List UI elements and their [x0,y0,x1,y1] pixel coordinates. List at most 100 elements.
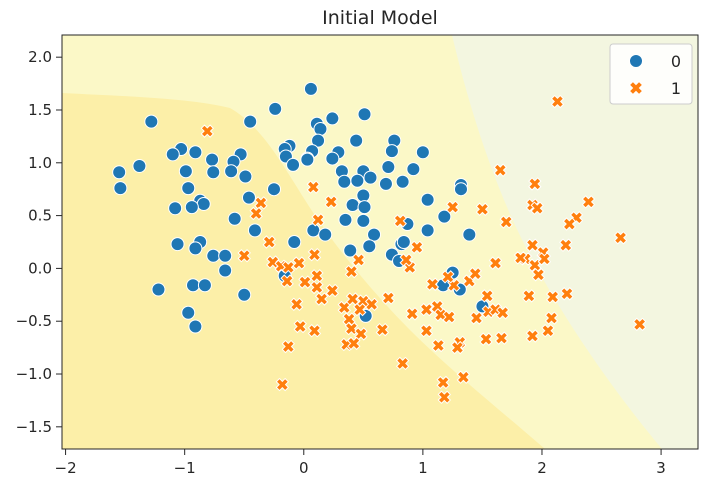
point-class-0 [224,164,239,179]
point-class-1 [262,235,276,249]
point-class-1 [347,336,361,351]
point-class-0 [241,190,256,205]
point-class-0 [420,192,435,207]
point-class-1 [541,324,555,338]
point-class-1 [479,332,493,346]
point-class-1 [468,266,482,281]
point-class-1 [493,163,507,177]
point-class-1 [525,329,540,343]
point-class-1 [475,202,490,216]
point-class-1 [399,253,413,267]
point-class-1 [381,291,396,305]
point-class-1 [237,249,251,263]
point-class-1 [200,124,215,138]
x-tick-label: 0 [299,459,309,477]
point-class-0 [356,213,371,228]
chart-title: Initial Model [322,7,438,29]
point-class-0 [306,223,321,238]
point-class-1 [437,390,452,404]
point-class-0 [396,235,411,249]
point-class-1 [337,300,351,315]
point-class-1 [494,331,509,345]
point-class-0 [188,145,203,160]
point-class-0 [188,319,203,334]
point-class-0 [268,101,283,116]
point-class-1 [456,370,471,384]
y-tick-label: 1.0 [28,154,52,172]
y-tick-label: 1.5 [28,101,52,119]
point-class-1 [405,307,419,321]
point-class-1 [345,292,360,306]
point-class-1 [281,339,295,354]
point-class-0 [243,114,258,129]
point-class-0 [453,182,468,197]
legend-marker-1 [628,80,644,96]
point-class-1 [530,201,544,215]
point-class-0 [415,145,430,160]
y-tick-label: −1.0 [16,365,52,383]
y-tick-label: 0.0 [28,259,52,277]
point-class-1 [292,256,306,270]
point-class-1 [545,290,560,304]
point-class-1 [307,324,322,338]
point-class-1 [445,200,460,214]
x-tick-label: 1 [418,459,428,477]
point-class-1 [410,240,424,254]
point-class-0 [112,165,127,180]
decision-regions [62,35,698,449]
point-class-0 [132,158,147,173]
point-class-0 [325,111,340,126]
point-class-0 [247,223,262,238]
point-class-0 [318,227,333,242]
plot-frame [61,34,699,450]
point-class-0 [184,200,199,215]
point-class-0 [267,182,281,197]
point-class-1 [249,206,263,221]
point-class-0 [303,81,318,96]
point-class-0 [188,241,203,256]
point-class-0 [206,248,221,263]
point-class-0 [205,152,220,167]
point-class-0 [165,147,180,162]
x-tick-label: 2 [537,459,547,477]
point-class-0 [313,121,328,136]
point-class-0 [462,227,477,242]
axes: −2 −1 0 1 2 3 2.0 1.5 1.0 0.5 0.0 −0.5 −1.0 −1.5 [16,48,666,477]
point-class-1 [324,195,338,209]
point-class-0 [325,151,340,166]
point-class-0 [238,169,253,184]
point-class-0 [196,196,211,211]
point-class-0 [420,223,435,238]
legend-marker-0 [629,54,643,68]
point-class-1 [559,238,573,252]
point-class-1 [353,302,367,317]
point-class-1 [310,269,324,283]
point-class-0 [363,170,378,185]
point-class-1 [450,340,465,355]
point-class-1 [480,289,494,303]
point-class-1 [275,377,290,392]
y-tick-label: 0.5 [28,207,52,225]
point-class-1 [354,327,368,341]
point-class-1 [436,375,450,390]
point-class-0 [356,188,371,203]
point-class-0 [113,181,128,196]
point-class-1 [314,292,329,306]
point-class-1 [281,260,295,275]
point-class-1 [495,306,510,320]
point-class-0 [395,174,410,189]
point-class-0 [367,227,382,242]
point-class-0 [170,237,185,252]
point-class-1 [499,215,513,229]
point-class-0 [406,162,421,177]
point-class-0 [381,160,396,175]
point-class-1 [375,322,390,337]
point-class-1 [419,302,434,317]
point-class-0 [181,181,196,196]
point-class-1 [419,324,434,338]
point-class-1 [522,289,536,303]
y-tick-label: −0.5 [16,312,52,330]
x-tick-label: 3 [656,459,666,477]
